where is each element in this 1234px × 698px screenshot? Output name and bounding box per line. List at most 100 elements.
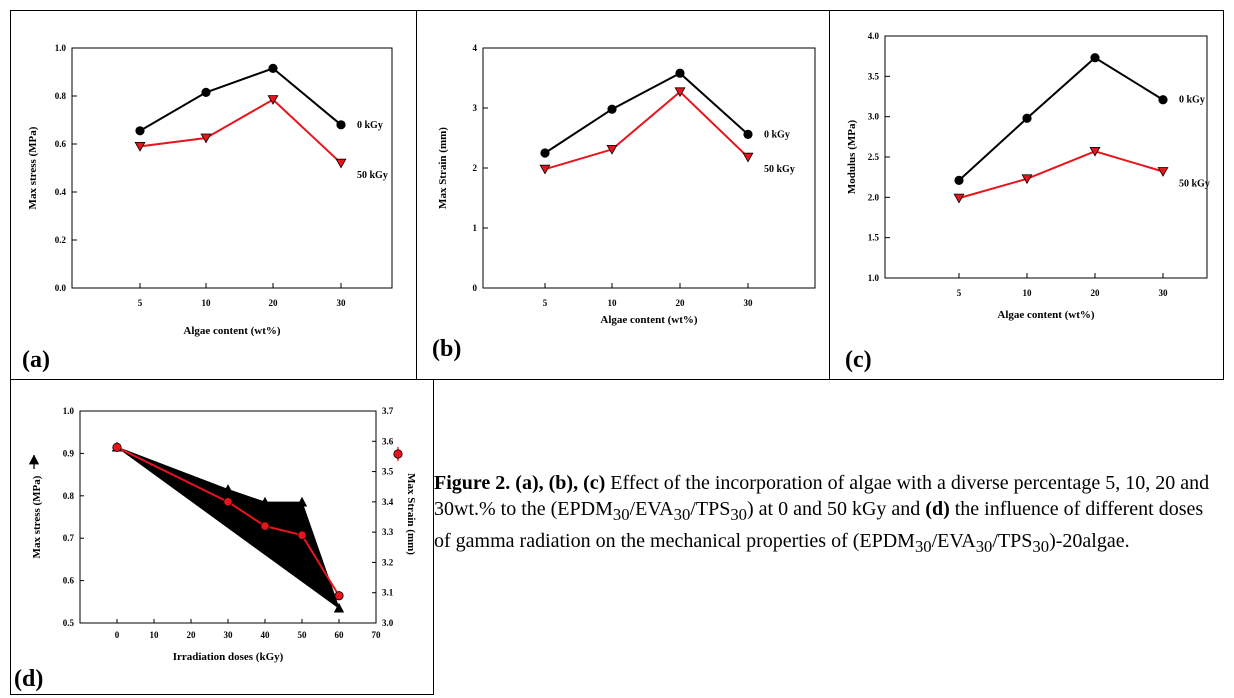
caption-text-5: the influence of different doses of gamm…	[434, 498, 1204, 552]
x-axis-label: Algae content (wt%)	[183, 325, 280, 337]
caption-sub-4: 30	[914, 537, 932, 556]
x-tick-label: 20	[269, 298, 279, 308]
data-point	[268, 63, 278, 74]
x-tick-label: 10	[1023, 288, 1033, 298]
data-point	[953, 193, 965, 204]
y-tick-label: 3.5	[868, 71, 880, 81]
outer-right-border	[1223, 379, 1224, 380]
caption-text-6: /EVA	[931, 530, 976, 552]
series-line	[544, 90, 749, 171]
stress-point	[259, 496, 271, 507]
data-point	[675, 68, 685, 78]
x-tick-label: 20	[676, 298, 686, 308]
y2-tick-label: 3.6	[382, 436, 394, 446]
panel-label-b: (b)	[432, 336, 462, 362]
y2-axis-label: Max Strain (mm)	[405, 473, 417, 555]
y-tick-label: 3	[473, 103, 478, 113]
y-tick-label: 4	[473, 43, 478, 53]
y-tick-label: 2.0	[868, 192, 880, 202]
data-point	[954, 175, 964, 185]
caption-pd: (d)	[925, 498, 950, 520]
caption-sub-2: 30	[673, 505, 691, 524]
y-tick-label: 1.0	[63, 406, 75, 416]
series-label: 0 kGy	[764, 129, 790, 140]
x-tick-label: 30	[744, 298, 754, 308]
series-label: 0 kGy	[1179, 95, 1205, 106]
series-label: 50 kGy	[357, 170, 388, 181]
data-point	[1157, 167, 1169, 177]
y2-tick-label: 3.7	[382, 406, 394, 416]
data-point	[134, 141, 146, 152]
y-tick-label: 0.7	[63, 533, 75, 543]
series-label: 50 kGy	[764, 164, 795, 175]
caption-text-2: /EVA	[629, 498, 674, 520]
strain-point	[334, 591, 344, 601]
y-tick-label: 1.5	[868, 233, 880, 243]
caption-text-4: ) at 0 and 50 kGy and	[746, 498, 926, 520]
y-tick-label: 0.5	[63, 618, 75, 628]
stress-point	[296, 496, 308, 507]
panel-label-a: (a)	[22, 347, 50, 373]
data-point	[1022, 113, 1032, 123]
series-label: 50 kGy	[1179, 179, 1210, 190]
data-point	[674, 87, 686, 98]
series-line	[544, 71, 749, 154]
data-point	[200, 133, 212, 144]
caption-lead: Figure 2.	[434, 472, 511, 494]
x-tick-label: 5	[138, 298, 143, 308]
y-tick-label: 3.0	[868, 112, 880, 122]
x-tick-label: 20	[1091, 288, 1101, 298]
legend-strain-marker	[393, 449, 403, 459]
caption-pa: (a),	[515, 472, 544, 494]
plot-area	[71, 47, 393, 289]
data-point	[540, 148, 550, 158]
caption-sub-1: 30	[612, 505, 630, 524]
stress-point	[333, 602, 345, 613]
data-point	[742, 152, 754, 163]
x-tick-label: 5	[957, 288, 962, 298]
data-point	[336, 120, 346, 130]
y2-tick-label: 3.2	[382, 557, 394, 567]
x-tick-label: 20	[187, 630, 197, 640]
x-tick-label: 10	[202, 298, 212, 308]
x-tick-label: 60	[335, 630, 345, 640]
y-tick-label: 0.6	[55, 139, 67, 149]
series-line	[139, 67, 342, 132]
strain-point	[112, 442, 122, 452]
caption-sub-3: 30	[730, 505, 747, 524]
x-tick-label: 30	[337, 298, 347, 308]
series-line	[958, 150, 1164, 200]
data-point	[1089, 146, 1101, 157]
series-line	[139, 98, 342, 164]
y2-tick-label: 3.0	[382, 618, 394, 628]
x-tick-label: 5	[543, 298, 548, 308]
series-label: 0 kGy	[357, 120, 383, 131]
x-tick-label: 10	[150, 630, 160, 640]
data-point	[743, 129, 753, 139]
y-tick-label: 4.0	[868, 31, 880, 41]
y-tick-label: 0.8	[55, 91, 67, 101]
strain-point	[297, 530, 307, 540]
caption-sub-5: 30	[975, 537, 993, 556]
x-axis-label: Algae content (wt%)	[997, 309, 1094, 321]
y-tick-label: 0	[473, 283, 478, 293]
stress-filled-area	[116, 446, 340, 610]
caption-text-1: Effect of the incorporation of algae wit…	[434, 472, 1210, 520]
stress-point	[222, 484, 234, 494]
y-tick-label: 2.5	[868, 152, 880, 162]
data-point	[607, 104, 617, 114]
y-tick-label: 0.9	[63, 448, 75, 458]
data-point	[267, 95, 279, 105]
panel-d-frame	[10, 379, 434, 695]
caption-pb: (b),	[548, 472, 579, 494]
strain-point	[260, 521, 270, 531]
panel-c-frame	[829, 10, 1224, 380]
data-point	[135, 126, 145, 136]
x-tick-label: 50	[298, 630, 308, 640]
y-tick-label: 1.0	[868, 273, 880, 283]
figure-caption: Figure 2. (a), (b), (c) Effect of the in…	[434, 470, 1224, 560]
data-point	[606, 144, 618, 155]
